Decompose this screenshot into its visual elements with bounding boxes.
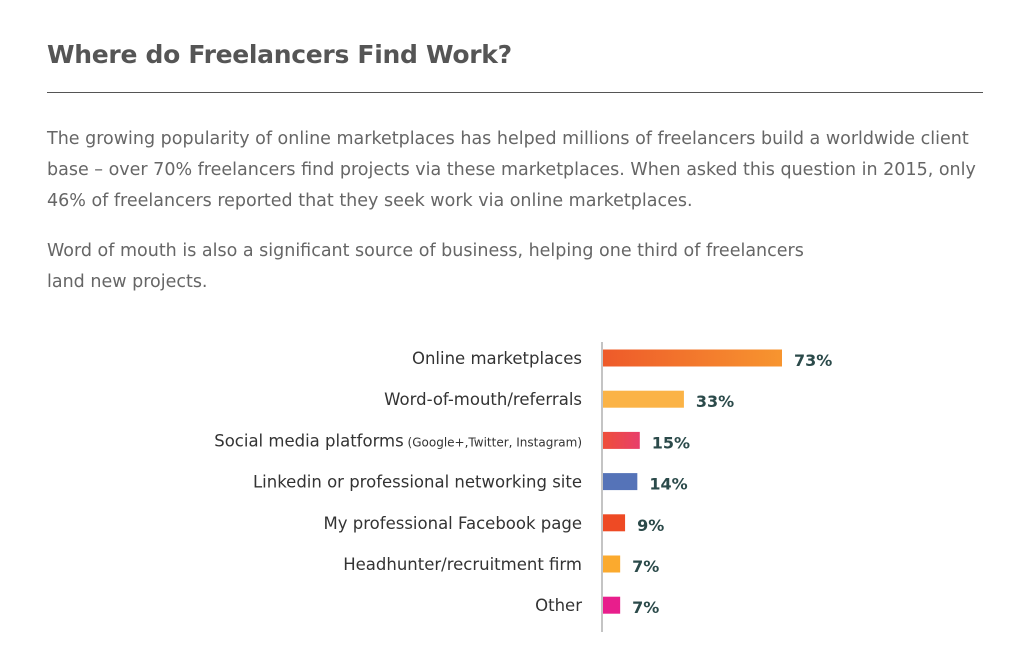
value-label: 15%: [652, 433, 690, 452]
value-label: 9%: [637, 516, 664, 535]
bar: [603, 473, 638, 491]
category-label: My professional Facebook page: [324, 514, 582, 533]
category-label: Linkedin or professional networking site: [253, 473, 582, 492]
category-name: Social media platforms: [214, 431, 404, 450]
category-name: Word-of-mouth/referrals: [384, 390, 582, 409]
word-of-mouth-paragraph: Word of mouth is also a significant sour…: [47, 241, 804, 292]
bar: [603, 514, 626, 532]
category-name: Other: [535, 596, 582, 615]
title-divider: [47, 92, 983, 93]
category-label: Word-of-mouth/referrals: [384, 390, 582, 409]
page-title: Where do Freelancers Find Work?: [47, 40, 512, 69]
category-label: Social media platforms (Google+,Twitter,…: [214, 431, 582, 450]
value-label: 33%: [696, 392, 734, 411]
bar: [603, 431, 640, 449]
value-label: 14%: [649, 475, 687, 494]
value-label: 73%: [794, 351, 832, 370]
category-note: (Google+,Twitter, Instagram): [404, 435, 582, 449]
bar: [603, 596, 621, 614]
category-label: Headhunter/recruitment firm: [343, 555, 582, 574]
intro-paragraph: The growing popularity of online marketp…: [47, 129, 976, 211]
category-name: My professional Facebook page: [324, 514, 582, 533]
category-label: Other: [535, 596, 582, 615]
value-label: 7%: [632, 598, 659, 617]
bar: [603, 390, 684, 408]
category-name: Headhunter/recruitment firm: [343, 555, 582, 574]
bar: [603, 349, 782, 367]
category-name: Linkedin or professional networking site: [253, 473, 582, 492]
value-label: 7%: [632, 557, 659, 576]
category-name: Online marketplaces: [412, 349, 582, 368]
category-label: Online marketplaces: [412, 349, 582, 368]
bar: [603, 555, 621, 573]
